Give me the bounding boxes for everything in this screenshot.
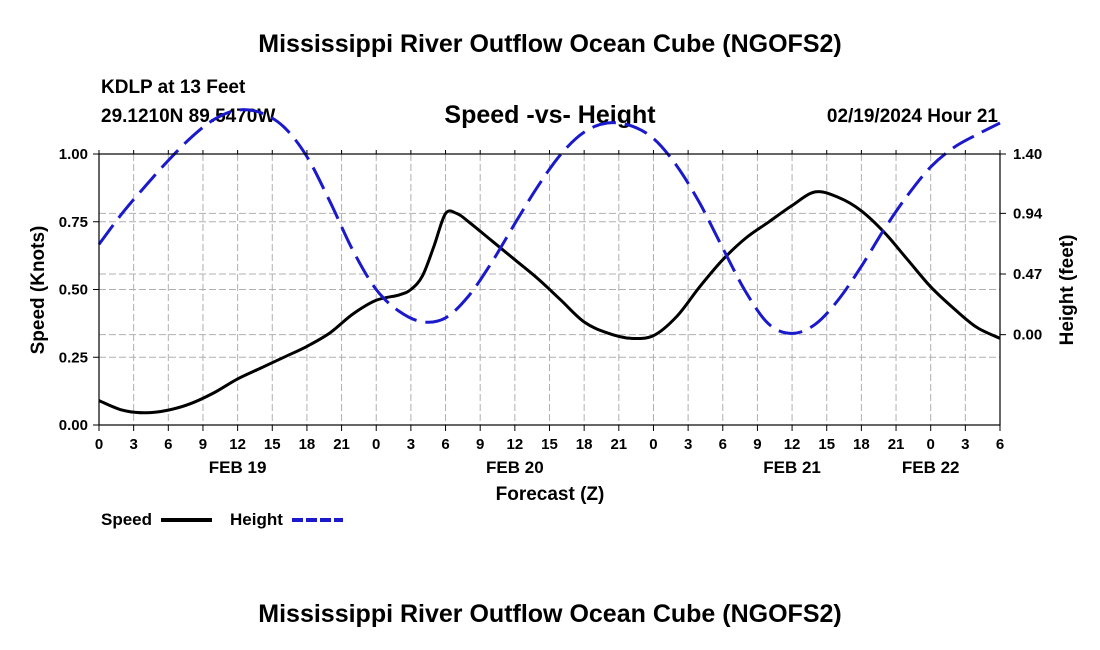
date-label: FEB 21 <box>763 458 821 477</box>
legend-height-label: Height <box>230 510 283 529</box>
y-tick-label-left: 0.50 <box>59 282 88 299</box>
y-tick-label-right: 0.47 <box>1013 266 1042 283</box>
speed-series-line <box>98 190 1001 415</box>
x-axis-label: Forecast (Z) <box>496 484 605 505</box>
y-tick-label-left: 0.25 <box>59 349 88 366</box>
forecast-datetime: 02/19/2024 Hour 21 <box>826 106 998 127</box>
x-tick-label: 6 <box>996 436 1004 453</box>
x-tick-label: 6 <box>164 436 172 453</box>
x-tick-label: 3 <box>129 436 137 453</box>
y-tick-label-left: 1.00 <box>59 146 88 163</box>
height-series-line <box>97 108 1001 335</box>
x-tick-label: 0 <box>372 436 380 453</box>
chart-series <box>97 108 1001 415</box>
x-tick-label: 18 <box>576 436 593 453</box>
x-tick-label: 0 <box>927 436 935 453</box>
x-tick-label: 0 <box>95 436 103 453</box>
x-tick-label: 21 <box>610 436 627 453</box>
axes: 0 3 6 9 12 15 18 21 0 3 6 9 12 15 18 21 0 3 6 9 12 15 18 21 0 3 6 0… <box>59 146 1043 477</box>
y-tick-label-right: 0.94 <box>1013 205 1043 222</box>
footer-title: Mississippi River Outflow Ocean Cube (NG… <box>258 600 842 628</box>
y-tick-label-left: 0.00 <box>59 417 88 434</box>
x-tick-label: 6 <box>441 436 449 453</box>
x-tick-label: 21 <box>333 436 350 453</box>
x-tick-label: 3 <box>407 436 415 453</box>
x-tick-label: 15 <box>818 436 835 453</box>
x-tick-label: 9 <box>476 436 484 453</box>
station-coordinates: 29.1210N 89.5470W <box>101 106 276 127</box>
x-tick-label: 12 <box>229 436 246 453</box>
x-tick-label: 15 <box>264 436 281 453</box>
y-tick-label-right: 1.40 <box>1013 146 1042 163</box>
chart-subtitle: Speed -vs- Height <box>444 101 656 129</box>
x-tick-label: 18 <box>853 436 870 453</box>
y-axis-label-right: Height (feet) <box>1057 235 1078 346</box>
date-label: FEB 22 <box>902 458 960 477</box>
x-tick-label: 6 <box>719 436 727 453</box>
x-tick-label: 3 <box>961 436 969 453</box>
x-tick-label: 12 <box>784 436 801 453</box>
x-tick-label: 3 <box>684 436 692 453</box>
y-tick-label-right: 0.00 <box>1013 327 1042 344</box>
station-label: KDLP at 13 Feet <box>101 77 246 98</box>
legend-speed-label: Speed <box>101 510 153 529</box>
x-tick-label: 12 <box>507 436 524 453</box>
x-tick-label: 21 <box>888 436 905 453</box>
date-label: FEB 20 <box>486 458 544 477</box>
x-tick-label: 0 <box>649 436 657 453</box>
x-tick-label: 15 <box>541 436 558 453</box>
y-tick-label-left: 0.75 <box>59 214 88 231</box>
y-axis-label-left: Speed (Knots) <box>28 226 49 355</box>
chart-main-title: Mississippi River Outflow Ocean Cube (NG… <box>258 30 842 58</box>
x-tick-label: 9 <box>753 436 761 453</box>
date-label: FEB 19 <box>209 458 267 477</box>
x-tick-label: 18 <box>299 436 316 453</box>
x-tick-label: 9 <box>199 436 207 453</box>
